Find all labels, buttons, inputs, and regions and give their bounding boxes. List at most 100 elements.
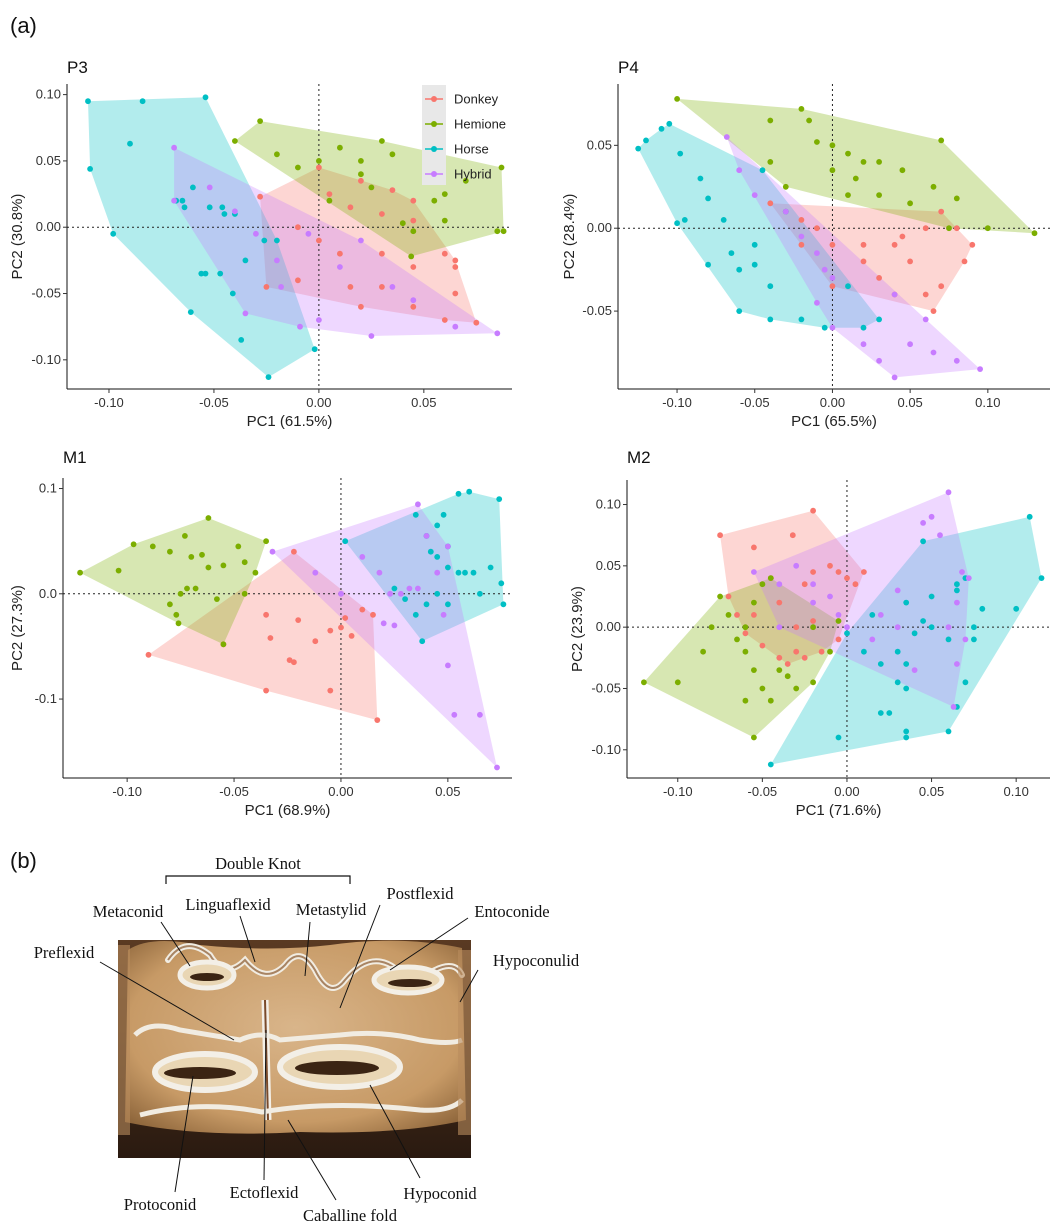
point-hemione <box>810 624 816 631</box>
point-donkey <box>969 241 976 248</box>
point-donkey <box>410 197 417 204</box>
point-donkey <box>291 659 297 666</box>
point-hybrid <box>930 349 937 356</box>
x-tick-label: 0.05 <box>411 395 436 410</box>
y-tick-label: -0.05 <box>591 680 621 695</box>
point-hybrid <box>959 569 965 575</box>
point-donkey <box>410 217 417 224</box>
point-hybrid <box>751 192 758 199</box>
point-donkey <box>829 241 836 248</box>
data-points <box>85 94 507 380</box>
point-hybrid <box>232 208 238 215</box>
point-horse <box>190 184 196 191</box>
point-hemione <box>734 636 740 643</box>
group-hulls <box>643 492 1042 765</box>
point-donkey <box>798 241 805 248</box>
x-tick-label: -0.10 <box>112 784 142 799</box>
point-hemione <box>835 618 842 624</box>
point-hemione <box>252 569 259 576</box>
point-horse <box>127 140 133 147</box>
point-hybrid <box>876 357 882 364</box>
hull-horse <box>88 97 315 378</box>
point-donkey <box>441 317 448 323</box>
point-hemione <box>182 533 188 539</box>
point-horse <box>1013 605 1020 612</box>
point-hemione <box>337 144 343 151</box>
point-hemione <box>742 697 749 704</box>
point-donkey <box>829 283 836 290</box>
point-hemione <box>379 138 385 144</box>
point-donkey <box>922 291 929 298</box>
point-hybrid <box>894 624 901 631</box>
point-hybrid <box>415 585 421 592</box>
point-hemione <box>77 569 83 576</box>
point-donkey <box>473 319 480 326</box>
point-hemione <box>263 538 269 545</box>
point-hemione <box>767 575 774 581</box>
point-horse <box>498 580 505 587</box>
point-horse <box>139 98 146 105</box>
point-hybrid <box>445 543 451 550</box>
leader-entoconide <box>389 917 469 971</box>
point-hemione <box>494 228 501 235</box>
point-donkey <box>452 290 459 297</box>
point-horse <box>767 283 774 290</box>
point-hemione <box>462 177 469 184</box>
point-donkey <box>145 651 152 658</box>
point-horse <box>238 337 245 343</box>
point-hemione <box>845 192 851 199</box>
point-donkey <box>347 204 354 211</box>
point-hemione <box>798 106 805 112</box>
y-tick-label: 0.00 <box>36 219 61 234</box>
data-points <box>635 96 1038 381</box>
double-knot-bracket: Double Knot <box>165 854 351 884</box>
point-horse <box>705 195 711 202</box>
point-horse <box>391 585 398 592</box>
point-hybrid <box>451 711 458 718</box>
hull-hybrid <box>726 137 981 378</box>
hull-horse <box>345 491 504 642</box>
point-hemione <box>205 515 212 521</box>
point-horse <box>434 590 441 597</box>
y-tick-label: 0.0 <box>39 586 57 601</box>
leader-linguaflexid <box>239 915 256 963</box>
point-donkey <box>389 187 396 194</box>
point-hemione <box>946 225 952 232</box>
point-hemione <box>175 620 182 627</box>
point-hemione <box>358 171 364 178</box>
point-donkey <box>751 544 757 551</box>
hull-donkey <box>260 167 477 323</box>
point-horse <box>445 564 451 571</box>
x-tick-label: -0.05 <box>748 784 778 799</box>
y-tick-label: 0.1 <box>39 481 57 496</box>
point-hemione <box>810 679 816 686</box>
point-horse <box>202 270 209 277</box>
species-legend: Donkey Hemione Horse Hybrid <box>422 85 506 185</box>
point-hemione <box>845 150 851 157</box>
point-hybrid <box>274 257 280 264</box>
point-hybrid <box>423 533 430 539</box>
point-donkey <box>810 507 816 514</box>
point-horse <box>455 490 462 497</box>
point-donkey <box>295 224 301 231</box>
point-horse <box>962 679 969 686</box>
point-hemione <box>316 158 322 164</box>
point-hemione <box>441 217 448 224</box>
point-horse <box>434 554 441 560</box>
x-tick-label: 0.00 <box>328 784 353 799</box>
point-hybrid <box>410 297 417 304</box>
legend-key-point <box>431 146 437 152</box>
point-hemione <box>1031 230 1038 237</box>
anatomy-labels: Metaconid Linguaflexid Metastylid Postfl… <box>34 884 580 1224</box>
point-donkey <box>358 303 364 310</box>
leader-protoconid <box>174 1075 194 1193</box>
point-horse <box>861 648 867 655</box>
point-donkey <box>316 164 322 171</box>
point-donkey <box>347 284 354 290</box>
point-hybrid <box>376 569 383 576</box>
point-hemione <box>641 679 647 686</box>
point-hybrid <box>829 324 836 331</box>
point-horse <box>274 237 280 244</box>
point-hemione <box>441 191 448 198</box>
x-axis-title: PC1 (61.5%) <box>247 413 333 430</box>
